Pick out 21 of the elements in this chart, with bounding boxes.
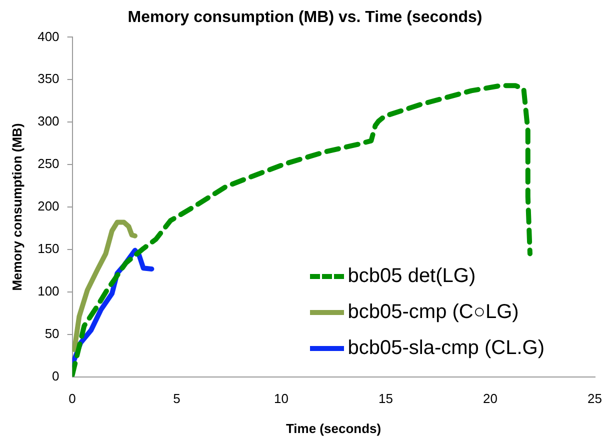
y-tick-label: 250	[38, 156, 60, 172]
legend-label: bcb05-sla-cmp (CL.G)	[348, 337, 544, 360]
x-tick-label: 15	[378, 391, 394, 406]
y-tick-label: 300	[38, 114, 60, 129]
y-tick-label: 150	[38, 241, 60, 256]
y-tick-label: 350	[38, 71, 60, 86]
x-tick-label: 0	[68, 391, 76, 406]
chart-title: Memory consumption (MB) vs. Time (seconds)	[128, 9, 482, 26]
legend-label: bcb05 det(LG)	[348, 265, 476, 288]
y-tick-label: 200	[38, 198, 60, 214]
x-tick-label: 20	[483, 391, 498, 406]
y-axis-title: Memory consumption (MB)	[9, 123, 24, 291]
legend-label: bcb05-cmp (C○LG)	[348, 301, 519, 324]
y-tick-label: 100	[38, 283, 60, 298]
x-tick-label: 10	[274, 391, 289, 406]
x-tick-label: 5	[173, 391, 180, 406]
x-axis-title: Time (seconds)	[286, 420, 382, 436]
y-tick-label: 0	[52, 368, 60, 384]
y-tick-label: 400	[38, 28, 60, 44]
x-tick-label: 25	[588, 391, 602, 406]
y-tick-label: 50	[44, 326, 60, 341]
